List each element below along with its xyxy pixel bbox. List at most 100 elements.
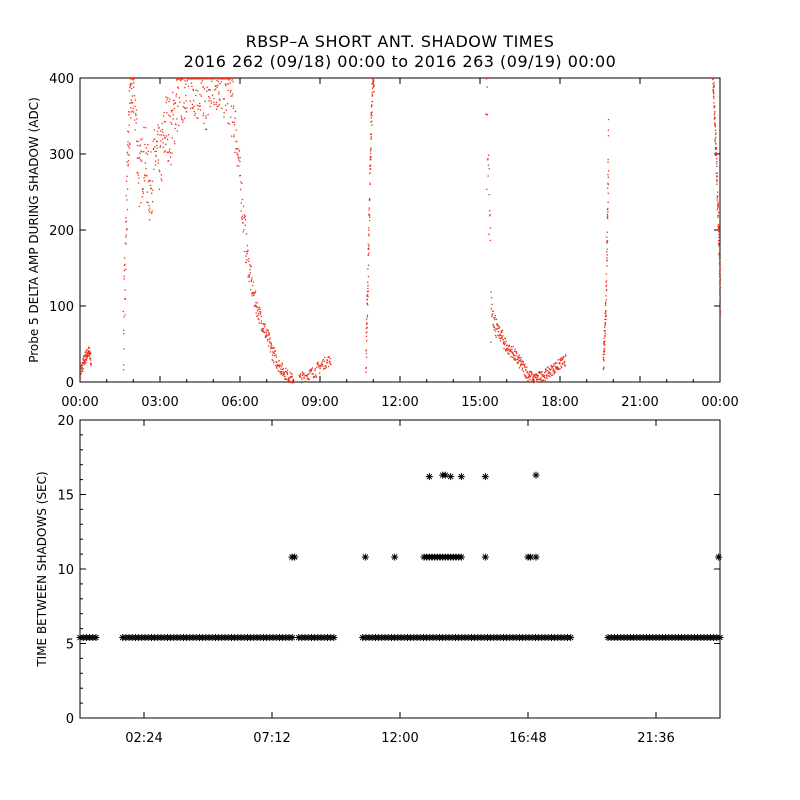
top-data-point — [603, 349, 606, 351]
top-data-point — [365, 318, 368, 321]
top-data-point — [90, 353, 92, 355]
top-data-point — [534, 375, 536, 378]
top-data-point — [89, 353, 91, 356]
top-data-point — [249, 269, 251, 271]
top-data-point — [212, 78, 215, 80]
top-data-point — [229, 78, 231, 80]
top-data-point — [274, 350, 276, 352]
top-data-point — [605, 284, 608, 286]
top-data-point — [715, 133, 717, 136]
top-data-point — [150, 188, 152, 190]
top-data-point — [503, 343, 505, 345]
top-data-point — [301, 371, 303, 373]
top-data-point — [524, 375, 527, 377]
top-data-point — [559, 368, 561, 370]
top-data-point — [521, 364, 523, 366]
top-data-point — [549, 369, 551, 371]
top-data-point — [517, 362, 519, 365]
top-data-point — [124, 257, 126, 259]
top-data-point — [496, 328, 498, 330]
top-data-point — [127, 141, 129, 143]
top-data-point — [262, 323, 264, 325]
top-data-point — [490, 341, 492, 343]
top-data-point — [494, 315, 496, 317]
top-data-point — [712, 90, 714, 92]
top-data-point — [554, 362, 557, 364]
top-data-point — [719, 278, 721, 280]
top-data-point — [123, 269, 126, 272]
top-data-point — [317, 361, 319, 363]
top-data-point — [536, 373, 538, 375]
top-data-point — [86, 355, 89, 357]
top-data-point — [552, 370, 554, 372]
top-data-point — [252, 284, 254, 287]
top-data-point — [265, 335, 267, 337]
top-data-point — [150, 151, 152, 153]
top-data-point — [218, 91, 220, 93]
top-data-point — [559, 358, 562, 360]
top-data-point — [283, 373, 285, 375]
top-data-point — [718, 253, 720, 255]
top-data-point — [241, 215, 243, 217]
top-data-point — [556, 362, 558, 364]
top-data-point — [215, 85, 217, 87]
top-data-point — [718, 245, 720, 247]
top-data-point — [262, 327, 265, 330]
top-data-point — [524, 366, 526, 369]
top-data-point — [256, 306, 258, 308]
top-data-point — [504, 337, 506, 339]
top-data-point — [522, 363, 524, 366]
top-data-point — [315, 374, 317, 376]
top-data-point — [218, 98, 221, 100]
top-data-point — [607, 174, 609, 176]
top-data-point — [715, 143, 717, 145]
top-data-point — [254, 305, 256, 307]
top-data-point — [541, 371, 543, 373]
top-data-point — [221, 107, 223, 110]
top-data-point — [367, 287, 369, 290]
top-data-point — [719, 269, 721, 271]
top-data-point — [521, 369, 523, 371]
top-data-point — [124, 242, 127, 244]
top-data-point — [368, 214, 371, 216]
top-data-point — [126, 175, 128, 177]
top-data-point — [524, 376, 526, 378]
top-data-point — [272, 347, 274, 349]
top-data-point — [510, 346, 513, 348]
top-data-point — [128, 147, 130, 149]
top-series-4 — [485, 78, 567, 384]
top-data-point — [207, 78, 209, 80]
top-data-point — [367, 284, 369, 287]
top-data-point — [210, 100, 212, 102]
top-data-point — [199, 109, 202, 111]
top-data-point — [87, 354, 89, 356]
top-data-point — [553, 370, 556, 372]
bottom-data-point — [457, 473, 465, 481]
top-data-point — [139, 152, 141, 154]
top-data-point — [310, 369, 312, 371]
top-data-point — [372, 79, 375, 81]
top-data-point — [218, 93, 220, 95]
bottom-y-axis-label: TIME BETWEEN SHADOWS (SEC) — [35, 471, 49, 667]
bottom-data-point — [532, 553, 540, 561]
top-data-point — [527, 372, 529, 375]
top-data-point — [302, 372, 304, 374]
top-data-point — [540, 379, 542, 381]
top-data-point — [322, 365, 324, 367]
top-data-point — [247, 274, 250, 277]
top-data-point — [137, 182, 140, 184]
top-data-point — [719, 265, 721, 268]
top-data-point — [82, 370, 84, 373]
top-data-point — [366, 327, 368, 329]
top-data-point — [366, 323, 368, 325]
top-data-point — [238, 159, 240, 161]
top-data-point — [302, 373, 304, 376]
top-data-point — [371, 100, 374, 103]
top-data-point — [240, 210, 242, 212]
top-data-point — [164, 121, 167, 123]
top-data-point — [149, 180, 151, 182]
bottom-y-tick-label: 0 — [66, 712, 74, 727]
top-data-point — [282, 371, 284, 373]
top-data-point — [185, 94, 187, 97]
top-data-point — [536, 378, 538, 380]
